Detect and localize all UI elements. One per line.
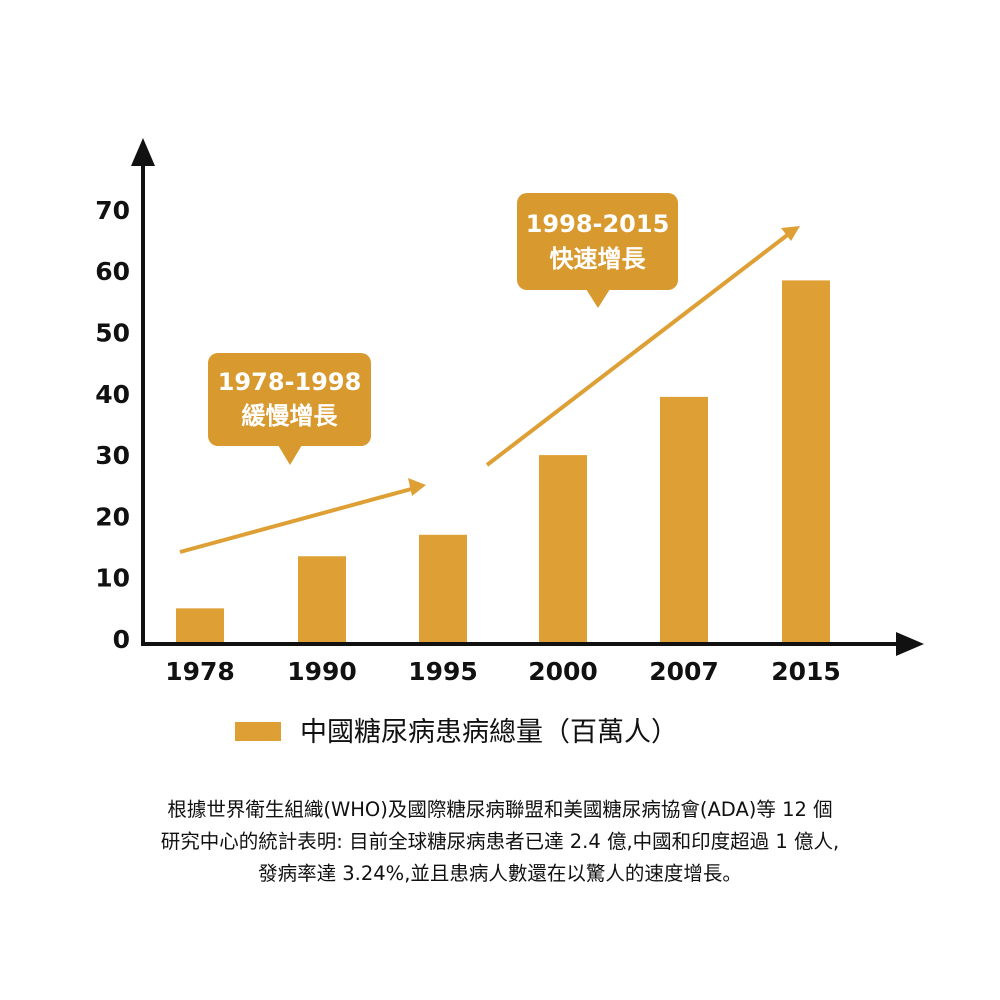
legend-label: 中國糖尿病患病總量（百萬人） bbox=[300, 717, 678, 748]
footnote: 根據世界衛生組織(WHO)及國際糖尿病聯盟和美國糖尿病協會(ADA)等 12 個… bbox=[0, 794, 1000, 890]
callout-fast-growth: 1998-2015 快速增長 bbox=[517, 193, 678, 308]
x-tick-label: 1995 bbox=[408, 657, 478, 686]
x-tick-label: 2015 bbox=[771, 657, 841, 686]
y-tick-label: 60 bbox=[95, 257, 130, 286]
x-tick-label: 1990 bbox=[287, 657, 357, 686]
x-tick-label: 2000 bbox=[528, 657, 598, 686]
y-axis-arrow-icon bbox=[131, 138, 155, 166]
y-tick-label: 50 bbox=[95, 319, 130, 348]
legend-swatch bbox=[235, 722, 281, 741]
y-tick-label: 10 bbox=[95, 564, 130, 593]
bar-2015 bbox=[782, 280, 830, 644]
callout-fast-period: 1998-2015 bbox=[526, 210, 670, 238]
x-tick-label: 1978 bbox=[165, 657, 235, 686]
callout-slow-label: 緩慢增長 bbox=[242, 402, 339, 430]
footnote-line: 研究中心的統計表明: 目前全球糖尿病患者已達 2.4 億,中國和印度超過 1 億… bbox=[160, 830, 840, 853]
bar-2007 bbox=[660, 396, 708, 644]
callout-fast-label: 快速增長 bbox=[550, 245, 647, 273]
trend-arrow-fast bbox=[485, 226, 800, 467]
footnote-line: 根據世界衛生組織(WHO)及國際糖尿病聯盟和美國糖尿病協會(ADA)等 12 個 bbox=[167, 798, 833, 821]
y-tick-label: 0 bbox=[113, 625, 130, 654]
trend-arrow-slow bbox=[179, 478, 426, 554]
y-tick-label: 20 bbox=[95, 502, 130, 531]
y-tick-label: 40 bbox=[95, 380, 130, 409]
callout-slow-growth: 1978-1998 緩慢增長 bbox=[208, 353, 371, 465]
bar-1978 bbox=[176, 608, 224, 644]
y-tick-label: 30 bbox=[95, 441, 130, 470]
bar-1995 bbox=[419, 534, 467, 644]
footnote-line: 發病率達 3.24%,並且患病人數還在以驚人的速度增長。 bbox=[258, 862, 742, 885]
bar-2000 bbox=[539, 455, 587, 644]
y-tick-label: 70 bbox=[95, 196, 130, 225]
x-tick-label: 2007 bbox=[649, 657, 719, 686]
bar-1990 bbox=[298, 556, 346, 644]
x-axis-arrow-icon bbox=[896, 632, 924, 656]
callout-slow-period: 1978-1998 bbox=[218, 368, 362, 396]
